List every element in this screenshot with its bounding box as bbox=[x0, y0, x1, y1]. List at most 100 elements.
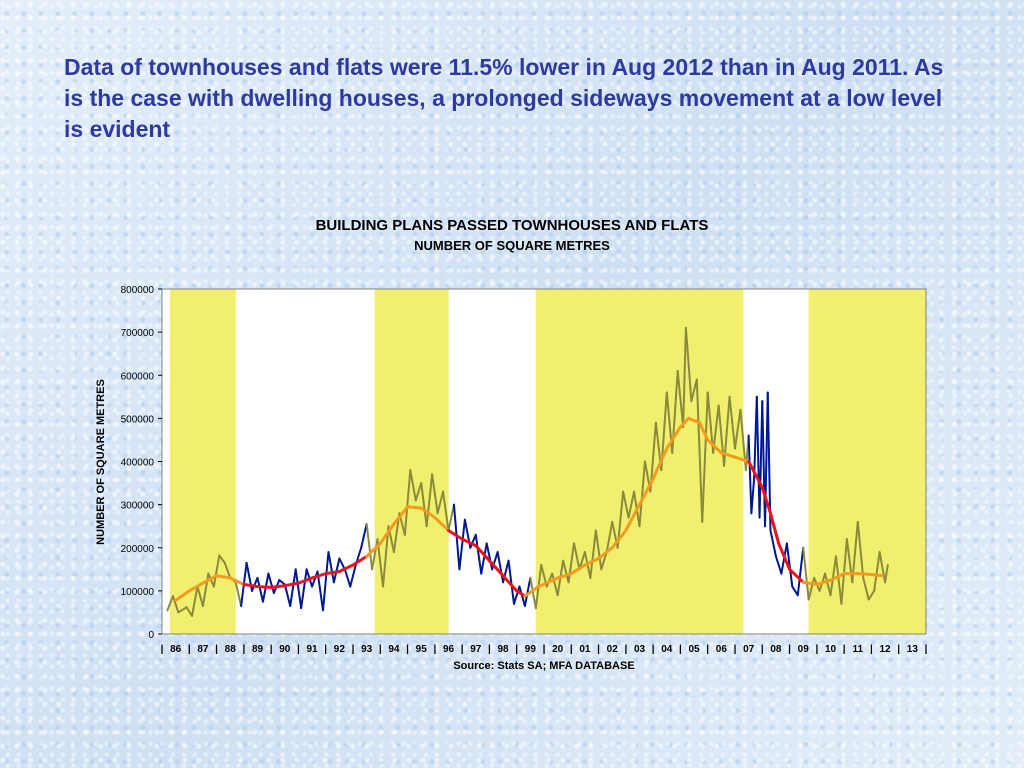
monthly-series-segment bbox=[371, 538, 379, 571]
trend-series-segment bbox=[768, 511, 781, 545]
y-tick-label: 0 bbox=[148, 630, 154, 641]
monthly-series-segment bbox=[177, 606, 188, 614]
monthly-series-segment bbox=[867, 589, 876, 601]
chart-subtitle: NUMBER OF SQUARE METRES bbox=[414, 238, 610, 253]
monthly-series-segment bbox=[251, 576, 259, 592]
trend-series-segment bbox=[537, 576, 560, 589]
x-tick-label: 87 bbox=[197, 644, 209, 655]
trend-series-segment bbox=[788, 567, 805, 584]
x-tick-separator: | bbox=[515, 644, 518, 655]
chart-source: Source: Stats SA; MFA DATABASE bbox=[453, 660, 635, 672]
trend-series-segment bbox=[815, 578, 832, 586]
monthly-series-segment bbox=[796, 546, 805, 597]
monthly-series-segment bbox=[360, 523, 368, 549]
monthly-series-segment bbox=[518, 585, 526, 607]
monthly-series-segment bbox=[409, 469, 417, 502]
monthly-series-segment bbox=[436, 490, 445, 515]
shaded-period bbox=[374, 289, 449, 634]
x-tick-label: 08 bbox=[770, 644, 782, 655]
x-tick-label: 86 bbox=[170, 644, 182, 655]
y-tick-label: 700000 bbox=[121, 328, 155, 339]
monthly-series-segment bbox=[425, 473, 434, 528]
monthly-series-segment bbox=[185, 606, 194, 617]
trend-series-segment bbox=[337, 563, 355, 573]
monthly-series-segment bbox=[289, 568, 297, 607]
trend-series-segment bbox=[365, 541, 382, 558]
x-tick-label: 09 bbox=[798, 644, 810, 655]
trend-series-segment bbox=[733, 455, 751, 463]
x-tick-separator: | bbox=[188, 644, 191, 655]
monthly-series-segment bbox=[403, 469, 412, 536]
x-tick-label: 01 bbox=[579, 644, 591, 655]
trend-series-segment bbox=[296, 576, 314, 585]
trend-series-segment bbox=[460, 537, 478, 548]
x-tick-label: 93 bbox=[361, 644, 373, 655]
monthly-series-segment bbox=[750, 477, 756, 515]
y-tick-label: 100000 bbox=[121, 587, 155, 598]
monthly-series-segment bbox=[278, 579, 286, 586]
slide-heading: Data of townhouses and flats were 11.5% … bbox=[64, 54, 944, 142]
monthly-series-segment bbox=[695, 378, 704, 523]
monthly-series-segment bbox=[496, 551, 505, 584]
x-tick-label: 03 bbox=[634, 644, 646, 655]
monthly-series-segment bbox=[684, 326, 693, 403]
monthly-series-segment bbox=[166, 595, 174, 612]
x-tick-label: 12 bbox=[880, 644, 892, 655]
monthly-series-segment bbox=[469, 533, 477, 549]
x-tick-separator: | bbox=[624, 644, 627, 655]
monthly-series-segment bbox=[343, 568, 352, 588]
monthly-series-segment bbox=[196, 585, 204, 607]
monthly-series-segment bbox=[728, 395, 736, 450]
monthly-series-segment bbox=[431, 473, 439, 515]
monthly-series-segment bbox=[447, 503, 455, 532]
x-tick-separator: | bbox=[297, 644, 300, 655]
monthly-series-segment bbox=[594, 529, 603, 571]
shaded-period bbox=[808, 289, 926, 634]
trend-series-segment bbox=[487, 559, 505, 578]
shaded-periods bbox=[170, 289, 926, 634]
monthly-series-segment bbox=[567, 542, 576, 584]
monthly-series-segment bbox=[734, 408, 742, 450]
trend-series-segment bbox=[801, 580, 819, 586]
trend-series-segment bbox=[556, 572, 573, 580]
trend-series-segment bbox=[869, 572, 884, 578]
monthly-series-segment bbox=[824, 572, 832, 597]
monthly-series-segment bbox=[485, 542, 494, 571]
trend-series-segment bbox=[447, 529, 464, 541]
y-tick-label: 500000 bbox=[121, 414, 155, 425]
monthly-series-segment bbox=[529, 576, 537, 610]
trend-series-segment bbox=[351, 554, 369, 567]
x-tick-separator: | bbox=[352, 644, 355, 655]
trend-series-segment bbox=[747, 460, 764, 489]
monthly-series-segment bbox=[774, 555, 783, 575]
monthly-series-segment bbox=[218, 554, 226, 564]
monthly-series-segment bbox=[458, 518, 466, 571]
x-tick-separator: | bbox=[570, 644, 573, 655]
x-tick-label: 94 bbox=[388, 644, 400, 655]
trend-series-segment bbox=[760, 485, 772, 515]
x-tick-separator: | bbox=[406, 644, 409, 655]
monthly-series-segment bbox=[562, 559, 570, 584]
x-tick-label: 90 bbox=[279, 644, 291, 655]
monthly-series-segment bbox=[223, 561, 232, 579]
monthly-series-segment bbox=[512, 585, 521, 605]
trend-series-segment bbox=[174, 589, 191, 602]
monthly-series-segment bbox=[316, 570, 324, 612]
x-tick-separator: | bbox=[324, 644, 327, 655]
chart-title: BUILDING PLANS PASSED TOWNHOUSES AND FLA… bbox=[315, 217, 709, 234]
trend-series-segment bbox=[777, 541, 792, 571]
trend-series-segment bbox=[706, 438, 723, 455]
trend-series-segment bbox=[719, 451, 737, 459]
x-tick-label: 11 bbox=[852, 644, 863, 655]
x-tick-label: 20 bbox=[552, 644, 564, 655]
monthly-series-segment bbox=[834, 555, 843, 605]
trend-series-segment bbox=[310, 572, 328, 580]
trend-series-segment bbox=[678, 416, 691, 429]
trend-series-segment bbox=[665, 425, 682, 451]
monthly-series-segment bbox=[349, 564, 357, 588]
monthly-series-segment bbox=[551, 572, 559, 597]
trend-series-segment bbox=[228, 576, 246, 586]
trend-series-segment bbox=[256, 585, 273, 589]
trend-series-segment bbox=[406, 505, 423, 510]
trend-series-segment bbox=[651, 447, 669, 481]
